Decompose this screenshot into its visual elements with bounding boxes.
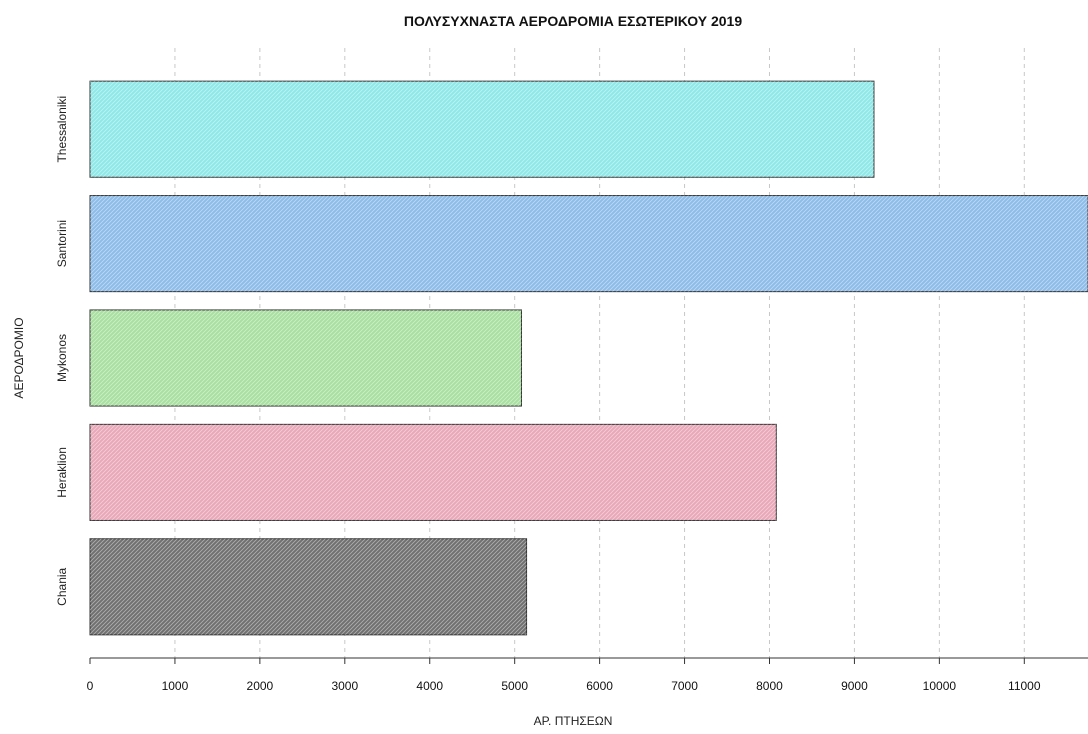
x-tick-label: 11000 — [1008, 679, 1041, 693]
bar-hatch-thessaloniki — [90, 81, 874, 178]
x-tick-label: 7000 — [671, 679, 698, 693]
category-label: Heraklion — [55, 447, 69, 498]
bar-hatch-chania — [90, 538, 527, 635]
category-label-layer: Thessaloniki Santorini Mykonos Heraklion Cha… — [55, 96, 69, 606]
x-tick-label: 9000 — [841, 679, 868, 693]
x-tick-label: 2000 — [247, 679, 274, 693]
x-tick-label: 10000 — [923, 679, 957, 693]
x-tick-label: 4000 — [416, 679, 443, 693]
y-axis-label: ΑΕΡΟΔΡΟΜΙΟ — [12, 317, 26, 398]
x-tick-label: 0 — [87, 679, 94, 693]
bar-hatch-santorini — [90, 195, 1088, 292]
category-label: Mykonos — [55, 334, 69, 382]
bar-layer — [89, 80, 1088, 636]
x-tick-label: 5000 — [501, 679, 528, 693]
x-tick-label: 6000 — [586, 679, 613, 693]
x-tick-label: 3000 — [331, 679, 358, 693]
category-label: Thessaloniki — [55, 96, 69, 163]
x-tick-label: 8000 — [756, 679, 783, 693]
bar-hatch-heraklion — [90, 424, 777, 521]
tick-layer: 0 1000 2000 3000 4000 5000 6000 7000 8000 9000 100… — [87, 658, 1041, 693]
x-tick-label: 1000 — [162, 679, 189, 693]
bar-hatch-mykonos — [90, 309, 522, 407]
category-label: Chania — [55, 567, 69, 605]
x-axis-label: ΑΡ. ΠΤΗΣΕΩΝ — [534, 714, 613, 728]
chart-title: ΠΟΛΥΣΥΧΝΑΣΤΑ ΑΕΡΟΔΡΟΜΙΑ ΕΣΩΤΕΡΙΚΟΥ 2019 — [404, 13, 742, 29]
category-label: Santorini — [55, 220, 69, 267]
